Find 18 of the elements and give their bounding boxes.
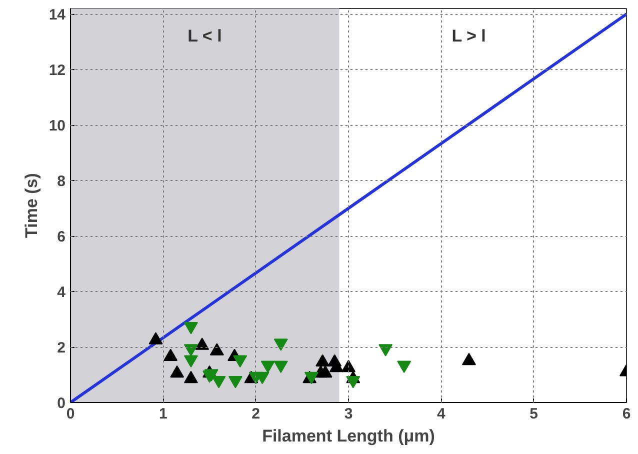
y-tick-label: 10 [48,118,66,135]
x-tick-label: 1 [158,406,168,422]
x-tick-label: 5 [530,406,538,422]
y-tick-label: 2 [57,340,66,357]
y-tick-label: 12 [48,62,66,80]
y-tick-label: 0 [57,395,66,412]
y-tick-label: 8 [57,173,66,190]
x-axis-title: Filament Length (μm) [262,426,435,446]
y-tick-label: 14 [48,6,66,24]
y-axis-title: Time (s) [22,173,41,238]
annotation: L > l [452,26,486,46]
x-tick-label: 3 [344,406,353,422]
x-tick-label: 4 [436,406,446,422]
x-tick-label: 2 [252,406,260,422]
y-tick-label: 4 [57,284,66,302]
x-tick-label: 6 [622,406,631,422]
y-tick-label: 6 [57,228,66,246]
band-label: L < l [188,26,222,46]
